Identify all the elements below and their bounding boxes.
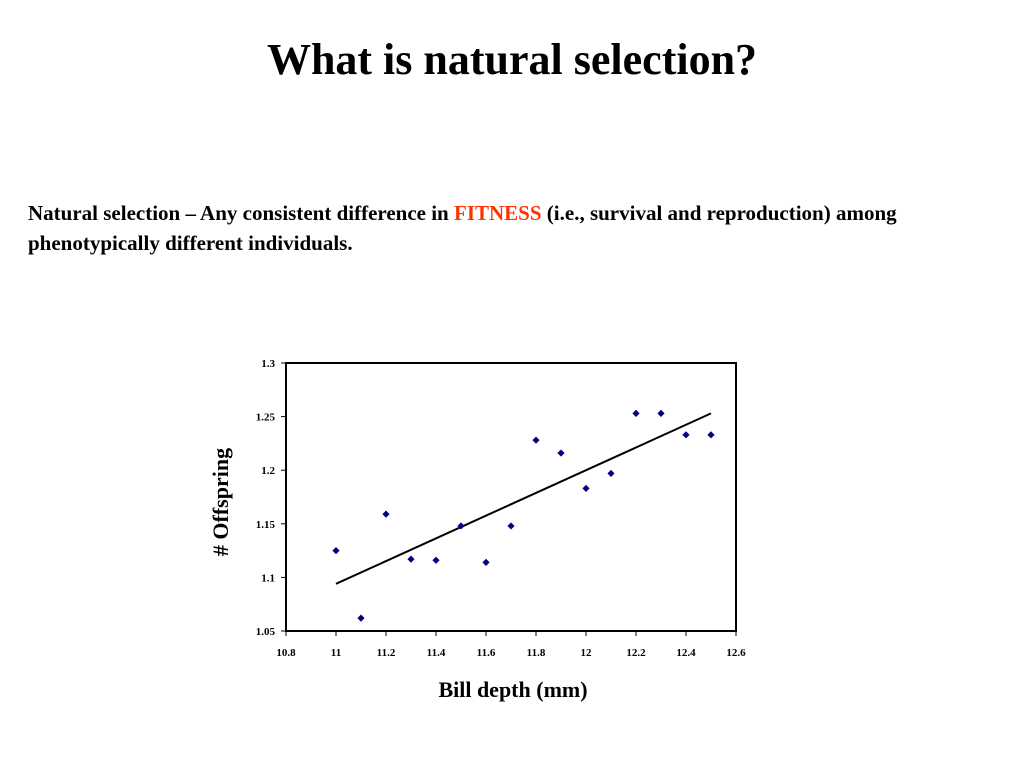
definition-part-2: (i.e., survival and reproduction) among …	[28, 201, 897, 255]
data-point	[357, 614, 365, 622]
x-tick-label: 12.4	[676, 647, 696, 659]
data-point	[432, 556, 440, 564]
x-tick-label: 11.2	[377, 647, 396, 659]
data-point	[382, 510, 390, 518]
x-tick-label: 12.2	[626, 647, 646, 659]
y-tick-label: 1.3	[261, 358, 275, 370]
data-points	[332, 409, 715, 622]
y-axis-ticks: 1.05 1.1 1.15 1.2 1.25 1.3	[256, 358, 286, 638]
x-axis-ticks: 10.8 11 11.2 11.4 11.6 11.8 12 12.2 12.4 12.6	[276, 631, 746, 659]
data-point	[682, 431, 690, 439]
data-point	[607, 469, 615, 478]
x-tick-label: 10.8	[276, 647, 296, 659]
trendline	[335, 412, 712, 585]
x-tick-label: 12	[581, 647, 593, 659]
data-point	[557, 449, 565, 457]
plot-area	[285, 362, 737, 632]
fitness-highlight: FITNESS	[454, 201, 542, 225]
y-tick-label: 1.05	[256, 626, 276, 638]
y-tick-label: 1.25	[256, 412, 276, 424]
data-point	[407, 555, 415, 563]
x-tick-label: 12.6	[726, 647, 746, 659]
y-tick-label: 1.2	[261, 465, 275, 477]
data-point	[507, 522, 515, 530]
data-point	[482, 558, 490, 566]
y-tick-label: 1.1	[261, 572, 275, 584]
data-point	[582, 484, 590, 493]
data-point	[657, 409, 665, 417]
x-axis-label: Bill depth (mm)	[438, 677, 587, 702]
y-tick-label: 1.15	[256, 519, 276, 531]
x-tick-label: 11.4	[427, 647, 446, 659]
slide-title: What is natural selection?	[266, 35, 758, 84]
data-point	[707, 431, 715, 439]
x-tick-label: 11.8	[527, 647, 546, 659]
x-tick-label: 11	[331, 647, 341, 659]
data-point	[532, 436, 540, 444]
definition-part-1: Natural selection – Any consistent diffe…	[28, 201, 454, 225]
data-point	[457, 522, 465, 530]
x-tick-label: 11.6	[477, 647, 496, 659]
y-axis-label: # Offspring	[208, 448, 233, 556]
data-point	[332, 547, 340, 555]
data-point	[632, 409, 640, 417]
definition-text: Natural selection – Any consistent diffe…	[28, 198, 1018, 258]
